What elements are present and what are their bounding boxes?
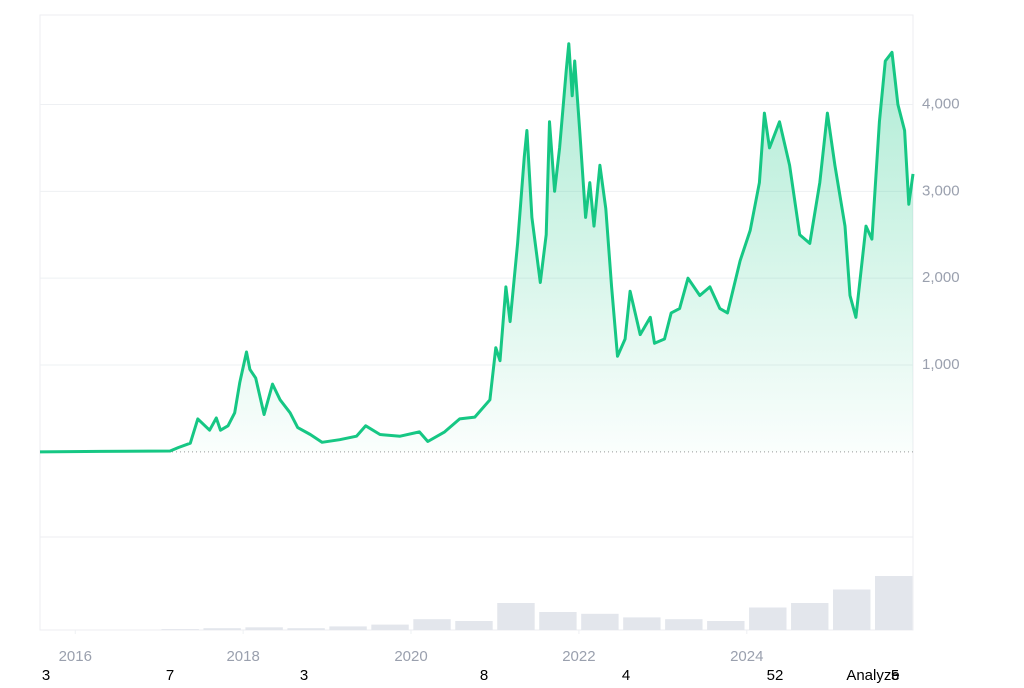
volume-bar xyxy=(707,621,745,630)
volume-bar xyxy=(287,628,325,630)
volume-bar xyxy=(874,576,913,630)
volume-bar xyxy=(497,603,535,630)
x-tick-label: 2024 xyxy=(730,648,763,665)
volume-bar xyxy=(413,619,451,630)
footer-label: 5 xyxy=(891,667,899,683)
volume-bar xyxy=(245,627,283,630)
volume-bar xyxy=(203,628,241,630)
x-tick-label: 2018 xyxy=(226,648,259,665)
y-tick-label: 4,000 xyxy=(922,95,960,112)
volume-bar xyxy=(371,624,409,630)
volume-bar xyxy=(329,626,367,630)
volume-bar xyxy=(749,607,787,630)
footer-label: 4 xyxy=(622,667,630,683)
footer-label: 52 xyxy=(767,667,784,683)
footer-label: 8 xyxy=(480,667,488,683)
volume-bar xyxy=(581,613,619,630)
footer-label: Analyze xyxy=(846,667,899,683)
volume-bar xyxy=(623,617,661,630)
footer-label: 7 xyxy=(166,667,174,683)
y-tick-label: 1,000 xyxy=(922,356,960,373)
volume-bar xyxy=(833,589,871,630)
x-tick-label: 2022 xyxy=(562,648,595,665)
area xyxy=(40,43,913,452)
footer-label: 3 xyxy=(300,667,308,683)
volume-bar xyxy=(791,603,829,630)
volume-bar xyxy=(665,619,703,630)
y-tick-label: 2,000 xyxy=(922,269,960,286)
footer-label: 3 xyxy=(42,667,50,683)
price-line xyxy=(39,42,915,454)
x-tick-label: 2016 xyxy=(59,648,92,665)
y-tick-label: 3,000 xyxy=(922,182,960,199)
volume-bar xyxy=(161,629,199,630)
volume-bar xyxy=(539,612,577,630)
volume-bar xyxy=(455,621,493,630)
x-tick-label: 2020 xyxy=(394,648,427,665)
